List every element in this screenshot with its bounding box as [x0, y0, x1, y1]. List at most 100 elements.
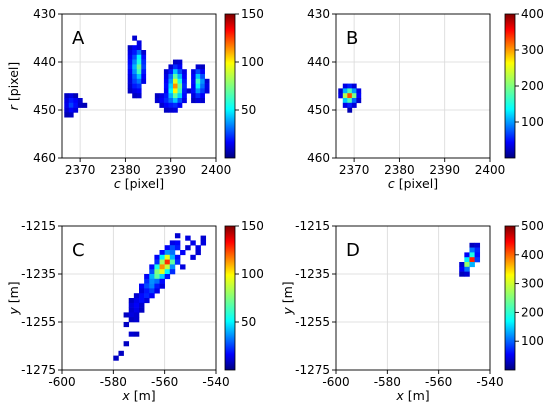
heatmap-cell [347, 83, 353, 89]
heatmap-cell [200, 88, 205, 94]
panel-a-cells [64, 35, 210, 118]
heatmap-cell [164, 269, 171, 275]
heatmap-cell [174, 259, 181, 265]
heatmap-cell [474, 257, 481, 263]
heatmap-cell [168, 69, 174, 75]
heatmap-cell [342, 102, 348, 108]
panel-d-frame [335, 225, 491, 371]
heatmap-cell [132, 78, 138, 84]
x-tick-label: -600 [322, 375, 349, 389]
heatmap-cell [174, 240, 181, 246]
heatmap-cell [163, 83, 169, 89]
heatmap-cell [185, 235, 191, 241]
panel-b-colorbar-ticks: 100 200 300 400 [515, 7, 544, 129]
heatmap-cell [182, 83, 187, 89]
heatmap-cell [141, 54, 147, 60]
heatmap-cell [132, 74, 138, 80]
heatmap-cell [133, 293, 140, 299]
colorbar-tick-label: 300 [521, 277, 544, 291]
heatmap-cell [132, 64, 138, 70]
y-tick-label: 450 [33, 103, 56, 117]
heatmap-cell [144, 298, 150, 304]
heatmap-cell [73, 98, 79, 104]
heatmap-cell [174, 245, 181, 251]
heatmap-cell [195, 88, 201, 94]
heatmap-cell [168, 74, 174, 80]
heatmap-cell [204, 88, 210, 94]
panel-d-letter: D [346, 240, 360, 261]
heatmap-cell [163, 98, 169, 104]
panel-a-xlabel: c [pixel] [114, 176, 164, 191]
heatmap-cell [68, 102, 74, 108]
heatmap-cell [356, 93, 362, 99]
heatmap-cell [133, 331, 140, 337]
heatmap-cell [154, 259, 160, 265]
heatmap-cell [342, 88, 348, 94]
y-tick-label: -1215 [295, 219, 330, 233]
colorbar-tick-label: 100 [241, 55, 264, 69]
heatmap-cell [177, 69, 183, 75]
heatmap-cell [128, 312, 135, 318]
heatmap-cell [191, 83, 196, 89]
y-tick-label: 450 [307, 103, 330, 117]
heatmap-cell [144, 293, 150, 299]
heatmap-cell [144, 278, 150, 284]
heatmap-cell [159, 269, 165, 275]
heatmap-cell [136, 83, 142, 89]
panel-b-xlabel: c [pixel] [388, 176, 438, 191]
heatmap-cell [347, 93, 353, 99]
heatmap-cell [195, 98, 201, 104]
heatmap-cell [168, 64, 174, 70]
panel-c-colorbar [224, 225, 236, 371]
panel-a-frame [61, 13, 217, 159]
heatmap-cell [191, 93, 196, 99]
heatmap-cell [469, 252, 475, 258]
heatmap-cell [154, 98, 160, 104]
heatmap-cell [123, 312, 130, 318]
heatmap-cell [351, 93, 357, 99]
panel-c-cells [113, 233, 207, 361]
heatmap-cell [172, 69, 178, 75]
heatmap-cell [141, 74, 147, 80]
heatmap-cell [144, 283, 150, 289]
heatmap-cell [136, 50, 142, 56]
heatmap-cell [469, 262, 475, 268]
heatmap-cell [144, 288, 150, 294]
heatmap-cell [200, 64, 205, 70]
heatmap-cell [195, 250, 201, 256]
heatmap-cell [172, 93, 178, 99]
heatmap-cell [154, 254, 160, 260]
panel-d-xlabel: x [m] [395, 388, 429, 403]
heatmap-cell [136, 78, 142, 84]
heatmap-cell [154, 269, 160, 275]
heatmap-cell [127, 78, 133, 84]
heatmap-cell [163, 93, 169, 99]
heatmap-cell [132, 50, 138, 56]
panel-d-colorbar-ticks: 100 200 300 400 500 [515, 219, 544, 348]
colorbar-tick-label: 500 [521, 219, 544, 233]
heatmap-cell [128, 331, 135, 337]
panel-c-frame [61, 225, 217, 371]
heatmap-cell [68, 107, 74, 113]
heatmap-cell [164, 250, 171, 256]
heatmap-cell [172, 78, 178, 84]
heatmap-cell [351, 98, 357, 104]
heatmap-cell [139, 283, 145, 289]
panel-a-ticks: 2370 2380 2390 2400 430 440 450 460 [33, 7, 231, 177]
heatmap-cell [127, 54, 133, 60]
colorbar-tick-label: 200 [521, 305, 544, 319]
heatmap-cell [182, 69, 187, 75]
heatmap-cell [77, 98, 83, 104]
heatmap-cell [163, 69, 169, 75]
heatmap-cell [169, 264, 176, 270]
heatmap-cell [149, 283, 155, 289]
heatmap-cell [338, 88, 344, 94]
heatmap-cell [169, 254, 176, 260]
heatmap-cell [163, 102, 169, 108]
heatmap-cell [139, 293, 145, 299]
heatmap-cell [73, 93, 79, 99]
heatmap-cell [190, 240, 196, 246]
heatmap-cell [139, 302, 145, 308]
heatmap-cell [169, 259, 176, 265]
heatmap-cell [118, 350, 124, 356]
